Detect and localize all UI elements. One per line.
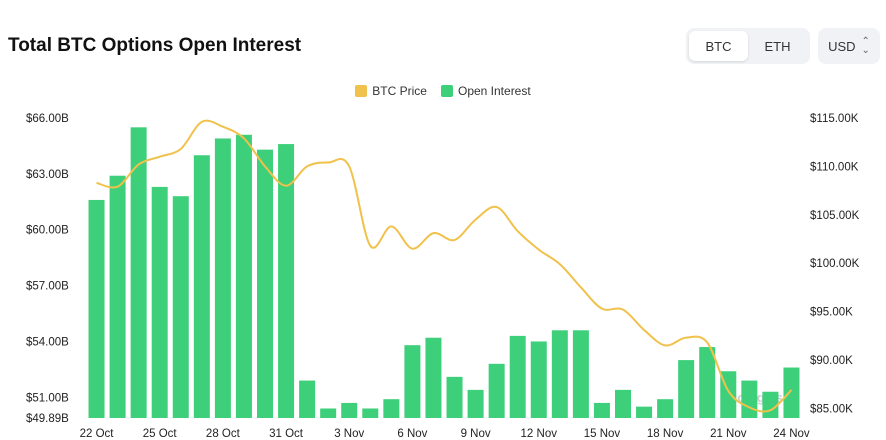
x-tick-label: 21 Nov: [710, 428, 747, 440]
y-right-tick-label: $90.00K: [810, 355, 853, 367]
y-left-tick-label: $66.00B: [26, 113, 69, 125]
tab-eth[interactable]: ETH: [764, 38, 791, 54]
bar-open-interest[interactable]: [383, 399, 400, 418]
y-left-tick-label: $57.00B: [26, 281, 69, 293]
bar-open-interest[interactable]: [509, 335, 526, 418]
bar-open-interest[interactable]: [783, 367, 800, 418]
x-tick-label: 6 Nov: [397, 428, 427, 440]
asset-toggle: BTC ETH: [686, 28, 810, 64]
bar-open-interest[interactable]: [235, 134, 252, 418]
line-btc-price: [96, 119, 793, 413]
x-tick-label: 3 Nov: [334, 428, 364, 440]
bar-open-interest[interactable]: [488, 363, 505, 418]
x-tick-label: 18 Nov: [647, 428, 684, 440]
chart-title: Total BTC Options Open Interest: [8, 35, 302, 56]
chart-legend: BTC Price Open Interest: [0, 84, 886, 98]
bar-open-interest[interactable]: [636, 406, 653, 418]
bar-open-interest[interactable]: [278, 144, 295, 418]
y-right-tick-label: $105.00K: [810, 210, 860, 222]
x-tick-label: 12 Nov: [521, 428, 558, 440]
bar-open-interest[interactable]: [657, 399, 674, 418]
bar-open-interest[interactable]: [193, 155, 210, 419]
x-tick-label: 22 Oct: [80, 428, 115, 440]
bar-open-interest[interactable]: [130, 127, 147, 418]
legend-swatch-open-interest: [440, 85, 453, 97]
bar-open-interest[interactable]: [299, 380, 316, 418]
x-tick-label: 31 Oct: [269, 428, 304, 440]
tab-btc[interactable]: BTC: [689, 31, 748, 61]
y-left-tick-label: $63.00B: [26, 169, 69, 181]
currency-select[interactable]: USD ⌃ ⌄: [818, 28, 880, 64]
bar-open-interest[interactable]: [214, 138, 231, 419]
bar-open-interest[interactable]: [446, 376, 463, 418]
legend-label-btc-price: BTC Price: [372, 84, 427, 98]
legend-item-open-interest[interactable]: Open Interest: [440, 84, 531, 98]
bar-open-interest[interactable]: [678, 360, 695, 418]
bar-open-interest[interactable]: [530, 341, 547, 418]
y-right-tick-label: $95.00K: [810, 307, 853, 319]
bar-open-interest[interactable]: [699, 347, 716, 418]
chevron-updown-icon: ⌃ ⌄: [861, 36, 870, 56]
bar-open-interest[interactable]: [762, 391, 779, 418]
bar-open-interest[interactable]: [467, 389, 484, 418]
x-tick-label: 9 Nov: [461, 428, 491, 440]
bar-open-interest[interactable]: [320, 408, 337, 419]
bar-open-interest[interactable]: [551, 330, 568, 418]
bar-open-interest[interactable]: [257, 149, 273, 418]
y-left-tick-label: $54.00B: [26, 336, 69, 348]
bar-open-interest[interactable]: [615, 389, 631, 418]
x-tick-label: 28 Oct: [206, 428, 241, 440]
y-left-tick-label: $60.00B: [26, 225, 69, 237]
x-tick-label: 15 Nov: [584, 428, 621, 440]
bar-open-interest[interactable]: [151, 186, 168, 418]
bar-open-interest[interactable]: [341, 402, 358, 418]
bar-open-interest[interactable]: [362, 408, 379, 419]
y-right-tick-label: $100.00K: [810, 258, 860, 270]
bar-open-interest[interactable]: [109, 175, 126, 418]
currency-value: USD: [828, 38, 856, 54]
bar-open-interest[interactable]: [404, 345, 421, 418]
bar-open-interest[interactable]: [593, 402, 610, 418]
x-tick-label: 25 Oct: [143, 428, 178, 440]
y-right-tick-label: $115.00K: [810, 113, 859, 125]
bar-open-interest[interactable]: [88, 199, 105, 418]
bar-open-interest[interactable]: [572, 330, 589, 418]
legend-item-btc-price[interactable]: BTC Price: [355, 84, 427, 98]
y-right-tick-label: $110.00K: [810, 161, 859, 173]
y-left-tick-label: $49.89B: [26, 413, 69, 425]
bar-open-interest[interactable]: [425, 337, 442, 418]
bar-open-interest[interactable]: [741, 380, 758, 418]
y-right-tick-label: $85.00K: [810, 403, 853, 415]
x-tick-label: 24 Nov: [773, 428, 810, 440]
bar-open-interest[interactable]: [172, 196, 189, 418]
legend-swatch-btc-price: [355, 85, 368, 97]
legend-label-open-interest: Open Interest: [457, 84, 531, 98]
y-left-tick-label: $51.00B: [26, 392, 69, 404]
